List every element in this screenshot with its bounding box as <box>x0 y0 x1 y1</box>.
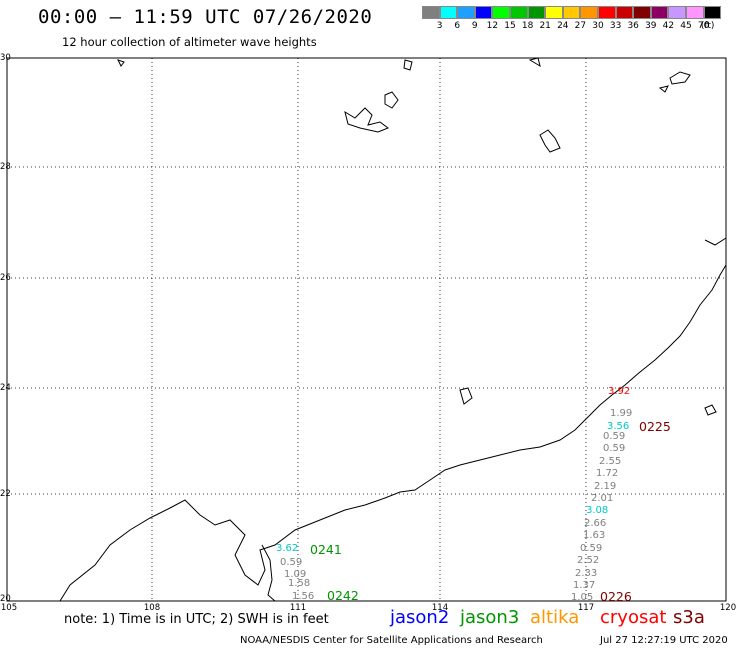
colorbar-swatch <box>509 6 528 19</box>
colorbar-label: (ft) <box>700 21 715 31</box>
wave-height-label: 1.58 <box>288 578 311 589</box>
lon-label: 120 <box>719 603 737 613</box>
lat-label: 24 <box>0 383 11 393</box>
colorbar-label: 42 <box>662 21 675 31</box>
colorbar-labels: 3 6 9 12 15 18 21 24 27 30 33 36 39 42 45 70 (ft) <box>422 21 740 35</box>
lon-label: 105 <box>0 603 18 613</box>
legend-altika: altika <box>530 607 580 628</box>
coastline <box>59 264 727 602</box>
lat-label: 30 <box>0 53 11 63</box>
wave-height-label: 2.55 <box>599 456 622 467</box>
colorbar-swatch <box>439 6 458 19</box>
footer-note: note: 1) Time is in UTC; 2) SWH is in fe… <box>64 612 329 627</box>
colorbar-swatch <box>545 6 563 19</box>
colorbar-label: 18 <box>521 21 534 31</box>
colorbar-label: 39 <box>645 21 657 31</box>
wave-height-label: 1.63 <box>583 530 606 541</box>
colorbar-label: 70 <box>697 21 710 31</box>
colorbar-swatch <box>650 6 669 19</box>
lon-label: 108 <box>143 603 161 613</box>
colorbar-label: 12 <box>486 21 499 31</box>
map-title: 00:00 – 11:59 UTC 07/26/2020 <box>38 6 373 28</box>
colorbar-swatch <box>527 6 546 19</box>
legend-jason2: jason2 <box>390 607 450 628</box>
colorbar-label: 15 <box>504 21 516 31</box>
colorbar-swatch <box>668 6 686 19</box>
colorbar-swatch <box>633 6 651 19</box>
wave-height-label: 1.37 <box>573 580 596 591</box>
wave-height-label: 0.59 <box>280 557 303 568</box>
colorbar-swatch <box>580 6 598 19</box>
colorbar-swatch <box>492 6 510 19</box>
colorbar-swatch <box>562 6 581 19</box>
colorbar-label: 9 <box>471 21 478 31</box>
legend-cryosat: cryosat <box>600 607 667 628</box>
colorbar-label: 33 <box>609 21 622 31</box>
generated-timestamp: Jul 27 12:27:19 UTC 2020 <box>600 635 728 646</box>
colorbar-label: 6 <box>454 21 461 31</box>
coastline-south <box>261 544 276 602</box>
lon-label: 114 <box>431 603 449 613</box>
lat-label: 22 <box>0 489 11 499</box>
lat-label: 28 <box>0 162 11 172</box>
wave-height-label: 2.52 <box>577 555 600 566</box>
wave-height-label: 2.66 <box>584 518 607 529</box>
colorbar-label: 24 <box>557 21 569 31</box>
graticule <box>7 58 726 601</box>
colorbar-swatch <box>615 6 634 19</box>
colorbar-label: 30 <box>592 21 604 31</box>
wave-height-label: 3.92 <box>608 386 631 397</box>
lon-label: 117 <box>577 603 595 613</box>
wave-height-label: 3.62 <box>276 543 299 554</box>
colorbar-swatch <box>474 6 493 19</box>
credit-line: NOAA/NESDIS Center for Satellite Applica… <box>240 635 543 646</box>
map-border <box>6 57 727 602</box>
colorbar-swatch <box>597 6 616 19</box>
wave-height-label: 1.09 <box>284 569 307 580</box>
wave-height-label: 0.59 <box>603 443 626 454</box>
wave-height-label: 1.99 <box>610 408 633 419</box>
wave-height-label: 3.08 <box>586 505 609 516</box>
pass-time-label: 0242 <box>327 588 359 603</box>
lat-label: 26 <box>0 273 11 283</box>
wave-height-label: 3.56 <box>607 421 630 432</box>
colorbar-swatch <box>422 6 440 19</box>
colorbar-label: 36 <box>627 21 639 31</box>
colorbar-swatch <box>703 6 722 19</box>
wave-height-label: 0.59 <box>603 431 626 442</box>
colorbar <box>422 6 722 19</box>
colorbar-swatch <box>457 6 475 19</box>
wave-height-label: 1.05 <box>571 592 594 603</box>
legend-jason3: jason3 <box>460 607 520 628</box>
map-subtitle: 12 hour collection of altimeter wave hei… <box>62 35 317 49</box>
lat-label: 20 <box>0 594 11 604</box>
colorbar-label: 45 <box>680 21 692 31</box>
pass-time-label: 0241 <box>310 542 342 557</box>
pass-time-label: 0226 <box>600 589 632 604</box>
wave-height-label: 2.19 <box>594 481 617 492</box>
wave-height-label: 2.01 <box>591 493 614 504</box>
wave-height-label: 2.33 <box>575 568 598 579</box>
colorbar-label: 3 <box>436 21 443 31</box>
wave-height-label: 1.72 <box>596 468 619 479</box>
islands <box>117 57 717 416</box>
coastline-north-east <box>704 237 727 246</box>
legend-s3a: s3a <box>673 607 705 628</box>
pass-time-label: 0225 <box>639 419 671 434</box>
colorbar-label: 27 <box>574 21 587 31</box>
lon-label: 111 <box>289 603 307 613</box>
colorbar-label: 21 <box>539 21 551 31</box>
wave-height-label: 1.56 <box>292 591 315 602</box>
wave-height-label: 0.59 <box>580 543 603 554</box>
colorbar-swatch <box>685 6 704 19</box>
